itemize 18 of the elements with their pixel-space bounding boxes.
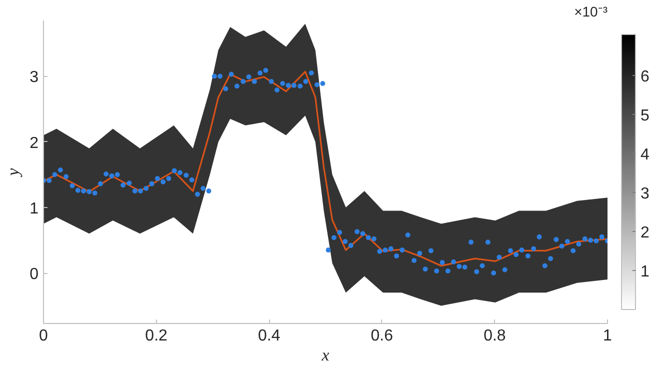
x-axis-title: x [320,346,330,364]
color-bar-label: 2 [640,224,650,242]
y-tick-label: 1 [30,200,39,218]
color-bar-label: 1 [640,263,650,280]
color-bar-title: ×10⁻³ [574,4,608,20]
y-tick-label: 3 [30,69,39,86]
color-bar-label: 6 [640,68,650,86]
x-tick-label: 0.8 [484,328,506,344]
y-axis-title: y [4,168,23,178]
color-bar-label: 5 [640,107,650,124]
color-bar-label: 4 [640,146,650,164]
x-tick-label: 0.2 [145,328,168,344]
y-tick-label: 2 [30,134,39,152]
x-tick-label: 0.6 [370,328,394,344]
x-tick-label: 1 [603,328,612,344]
y-tick-label: 0 [30,266,39,283]
color-bar-label: 3 [640,185,650,202]
x-tick-label: 0.4 [258,328,280,344]
